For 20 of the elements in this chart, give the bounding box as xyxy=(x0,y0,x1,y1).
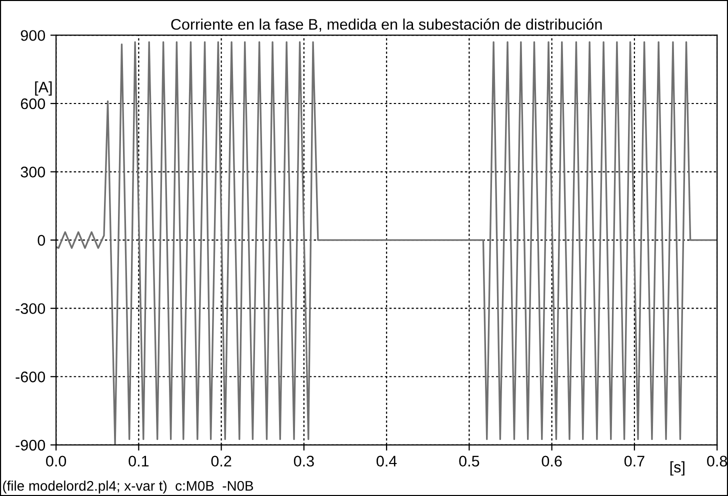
y-tick-label: -300 xyxy=(16,303,46,314)
x-tick-label: 0.3 xyxy=(294,456,314,467)
y-tick-label: 300 xyxy=(20,166,46,178)
x-tick-label: 0.8 xyxy=(707,456,728,467)
x-axis-title: [s] xyxy=(670,461,684,476)
y-tick-label: 900 xyxy=(20,30,46,41)
x-tick-label: 0.6 xyxy=(542,456,562,467)
y-tick-label: -600 xyxy=(16,371,46,382)
y-tick-label: 0 xyxy=(38,234,46,246)
x-tick-label: 0.5 xyxy=(459,456,480,467)
y-tick-label: -900 xyxy=(16,440,46,451)
text: (file modelord2.pl4; x-var t) c:M0B -N0B xyxy=(3,480,254,494)
x-tick-label: 0.0 xyxy=(46,456,66,467)
y-axis-title: [A] xyxy=(35,81,52,96)
y-tick-label: 600 xyxy=(20,98,46,110)
x-tick-label: 0.7 xyxy=(624,456,644,467)
x-tick-label: 0.2 xyxy=(211,456,232,467)
x-tick-label: 0.4 xyxy=(376,456,397,467)
chart-title: Corriente en la fase B, medida en la subestación de distribución xyxy=(171,18,602,32)
x-tick-label: 0.1 xyxy=(128,456,149,467)
